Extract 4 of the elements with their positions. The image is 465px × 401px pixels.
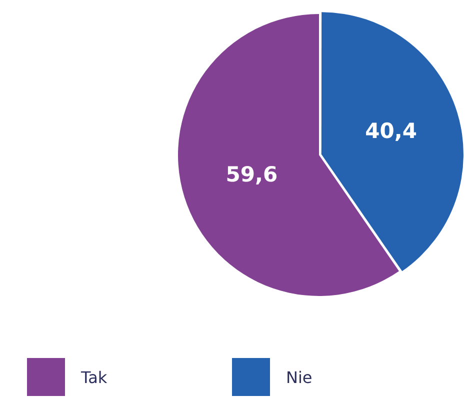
legend-label: Tak [81, 368, 108, 386]
data-label: 59,6 [226, 162, 278, 186]
legend-label: Nie [286, 368, 312, 386]
data-label: 40,4 [365, 119, 418, 144]
